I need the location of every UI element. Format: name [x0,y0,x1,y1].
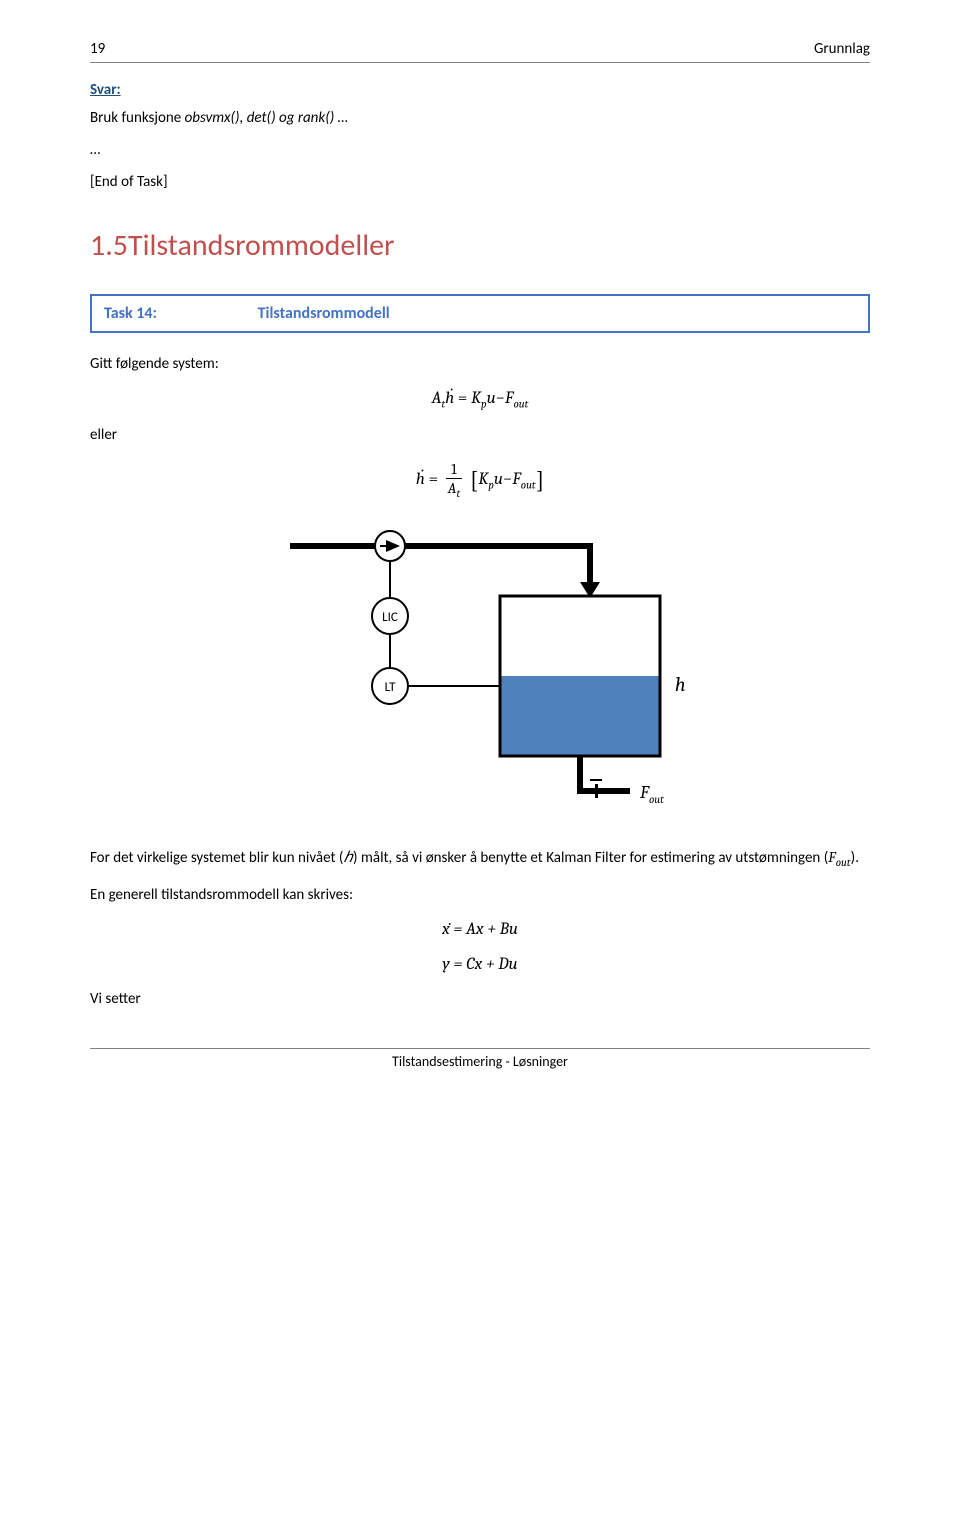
page-header: 19 Grunnlag [90,40,870,63]
chapter-name: Grunnlag [814,40,870,58]
p1-c: ). [851,849,859,867]
eq2-minus: − [503,470,512,489]
eq2-Kp: K [478,470,488,489]
ellipsis: … [90,141,870,159]
eq2-eq: = [429,470,442,489]
kalman-paragraph: For det virkelige systemet blir kun nivå… [90,846,870,872]
task-box: Task 14: Tilstandsrommodell [90,294,870,333]
eq1-hdot: ḣ [445,389,454,408]
equation-2: ḣ = 1 At [Kpu−Fout] [90,460,870,500]
eq2-Fsub: out [521,479,536,492]
eq2-fraction: 1 At [446,460,462,500]
eq1-At: A [432,389,442,408]
eq1-Kp: K [471,389,481,408]
intro-text: Bruk funksjone obsvmx(), det() og rank()… [90,109,870,127]
general-model-text: En generell tilstandsrommodell kan skriv… [90,886,870,904]
p1-F: F [828,848,835,866]
intro-funcs: obsvmx(), det() og rank() … [185,109,348,127]
eq2-hdot: ḣ [416,470,425,489]
eq2-rbracket: ] [536,466,544,494]
eq1-minus: − [496,389,505,408]
eq1-Fsub: out [513,397,528,410]
footer-text: Tilstandsestimering - Løsninger [392,1053,568,1070]
gitt-text: Gitt følgende system: [90,355,870,373]
eq2-numer: 1 [446,460,462,479]
eller-text: eller [90,426,870,444]
task-title: Tilstandsrommodell [258,304,390,323]
eq2-u: u [494,470,503,489]
equation-3: ẋ = Ax + Bu [90,920,870,939]
tank-diagram: LIC LT h Fout [90,516,870,816]
eq1-eq: = [454,389,471,408]
eq2-F: F [512,470,520,489]
diagram-h-label: h [675,673,686,696]
page-footer: Tilstandsestimering - Løsninger [90,1048,870,1070]
p1-Fsub: out [836,856,851,869]
page-number: 19 [90,40,105,58]
end-of-task: [End of Task] [90,173,870,191]
eq2-denom: At [446,479,462,500]
tank-svg: LIC LT h Fout [270,516,690,816]
p1-a: For det virkelige systemet blir kun nivå… [90,849,343,867]
vi-setter: Vi setter [90,990,870,1008]
eq1-u: u [487,389,496,408]
diagram-lt-label: LT [385,680,397,695]
svar-label: Svar: [90,81,870,99]
p1-h: ℎ [343,848,353,866]
p1-b: ) målt, så vi ønsker å benytte et Kalman… [353,849,828,867]
section-title: Tilstandsrommodeller [128,227,394,264]
task-label: Task 14: [104,304,254,323]
intro-pre: Bruk funksjone [90,109,185,127]
section-number: 1.5 [90,227,128,264]
equation-4: y = Cx + Du [90,955,870,974]
section-heading: 1.5Tilstandsrommodeller [90,227,870,264]
equation-1: Atḣ = Kpu−Fout [90,389,870,410]
diagram-fout-label: Fout [639,782,664,806]
diagram-lic-label: LIC [382,610,398,625]
